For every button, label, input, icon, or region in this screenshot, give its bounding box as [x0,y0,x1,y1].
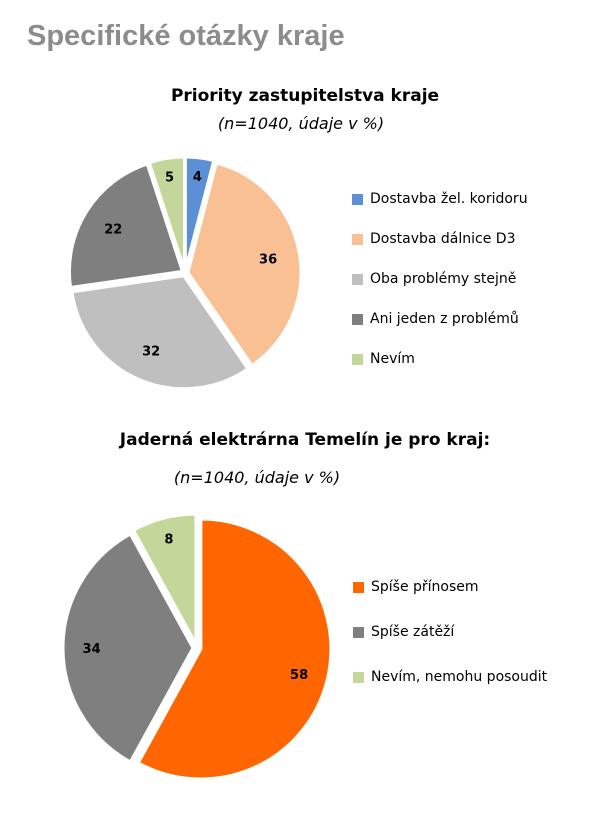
pie-slice [67,162,185,290]
legend-item: Spíše přínosem [353,579,479,595]
legend-swatch [353,581,364,593]
legend-item: Dostavba žel. koridoru [352,191,528,207]
chart1-title: Priority zastupitelstva kraje [170,86,440,106]
legend-swatch [352,353,363,365]
pie-slice [70,274,250,391]
pie-slice [186,161,303,368]
data-label: 5 [165,170,174,185]
data-label: 36 [259,252,277,267]
legend-label: Dostavba žel. koridoru [370,191,528,207]
page-title: Specifické otázky kraje [27,20,345,52]
legend-label: Nevím [370,351,415,367]
data-label: 22 [104,223,122,238]
data-label: 34 [83,642,101,657]
data-label: 8 [164,532,173,547]
legend-label: Spíše přínosem [371,579,479,595]
legend-item: Oba problémy stejně [352,271,516,287]
legend-item: Ani jeden z problémů [352,311,519,327]
data-label: 32 [142,344,160,359]
legend-swatch [352,313,363,325]
legend-swatch [352,233,363,245]
data-label: 4 [193,170,202,185]
legend-swatch [353,671,364,683]
legend-label: Nevím, nemohu posoudit [371,669,548,685]
pie-slice [61,532,195,764]
legend-item: Nevím [352,351,415,367]
legend-item: Spíše zátěží [353,624,454,640]
legend-label: Oba problémy stejně [370,271,517,287]
legend-swatch [352,273,363,285]
pie-slice [131,512,198,645]
legend-item: Nevím, nemohu posoudit [353,669,547,685]
legend-label: Ani jeden z problémů [370,311,519,327]
legend-swatch [352,193,363,205]
pie-slice [147,155,187,271]
data-label: 58 [290,668,308,683]
legend-label: Dostavba dálnice D3 [370,231,516,247]
chart1-subtitle: (n=1040, údaje v %) [217,114,385,133]
pie-slice [136,517,333,781]
legend-label: Spíše zátěží [371,624,455,640]
chart2-title: Jaderná elektrárna Temelín je pro kraj: [119,430,491,450]
legend-item: Dostavba dálnice D3 [352,231,515,247]
chart2-subtitle: (n=1040, údaje v %) [173,468,341,487]
legend-swatch [353,626,364,638]
